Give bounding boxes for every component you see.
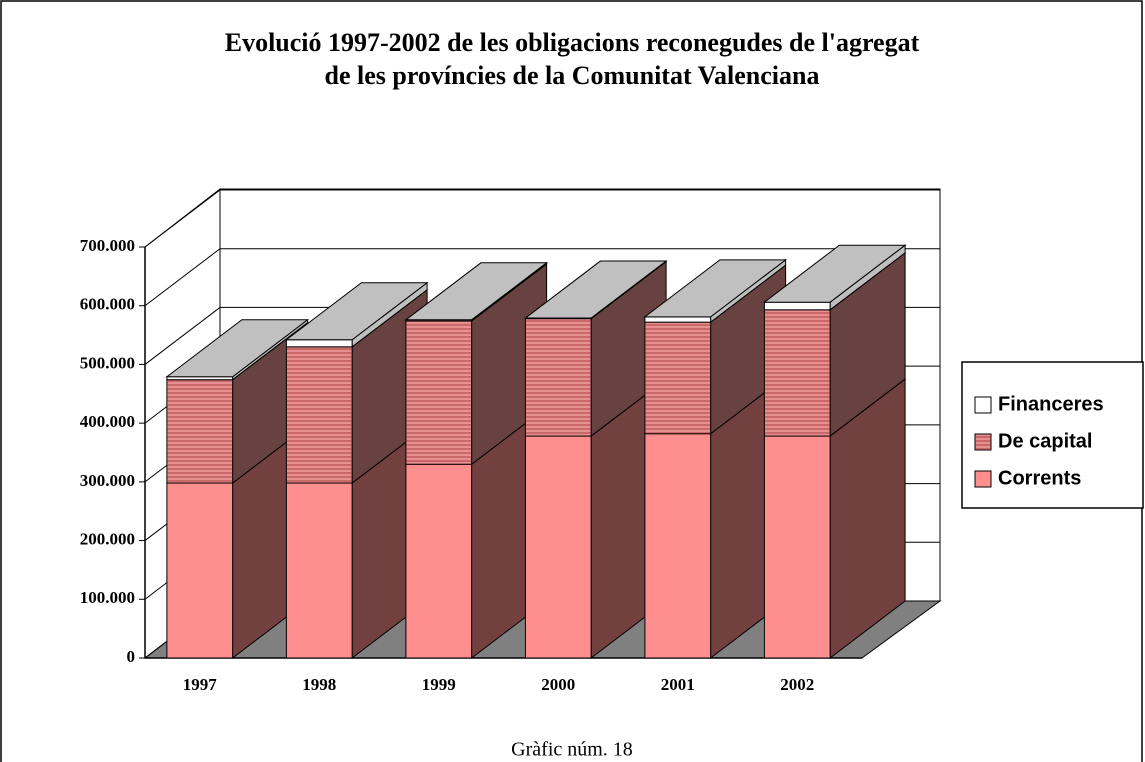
bar-segment	[524, 435, 592, 659]
legend-label: Corrents	[998, 467, 1081, 489]
bar-top	[762, 244, 907, 303]
chart-title: de les províncies de la Comunitat Valenc…	[324, 61, 819, 90]
bar-top	[404, 262, 549, 321]
bar-hatch	[286, 346, 353, 484]
bar-hatch	[525, 318, 592, 437]
y-tick-label: 100.000	[80, 588, 135, 607]
bar-hatch	[166, 379, 233, 484]
legend: Financeres De capital Corrents	[961, 361, 1144, 509]
x-tick-label: 2000	[541, 675, 575, 694]
y-tick-label: 300.000	[80, 471, 135, 490]
bar-segment	[285, 482, 353, 659]
bar-hatch	[764, 309, 831, 437]
y-tick-label: 0	[127, 647, 136, 666]
y-tick-label: 200.000	[80, 529, 135, 548]
x-tick-label: 1997	[183, 675, 218, 694]
bar-top	[523, 260, 668, 319]
grid-line	[144, 189, 221, 248]
chart-title: Evolució 1997-2002 de les obligacions re…	[225, 28, 920, 57]
bar-hatch	[405, 320, 472, 465]
legend-label: De capital	[998, 430, 1092, 452]
x-tick-label: 1999	[422, 675, 456, 694]
bar-top	[643, 259, 788, 318]
y-tick-label: 500.000	[80, 353, 135, 372]
bar-segment	[405, 463, 473, 659]
grid-line	[144, 248, 221, 307]
legend-label: Financeres	[998, 393, 1104, 415]
legend-swatch	[974, 470, 992, 488]
caption: Gràfic núm. 18	[511, 739, 633, 761]
grid-line	[144, 307, 221, 365]
bar-top	[165, 319, 310, 378]
bar-segment	[763, 435, 831, 659]
y-tick-label: 700.000	[80, 236, 135, 255]
x-tick-label: 2001	[661, 675, 695, 694]
bar-hatch	[644, 322, 711, 434]
bar-segment	[644, 433, 712, 659]
bar-segment	[285, 339, 353, 348]
y-tick-label: 600.000	[80, 295, 135, 314]
legend-hatch	[975, 434, 991, 450]
legend-box	[961, 361, 1144, 509]
x-tick-label: 2002	[780, 675, 814, 694]
bar-top	[284, 282, 429, 341]
y-tick-label: 400.000	[80, 412, 135, 431]
bar-segment	[644, 316, 712, 323]
plot: 0 100.000 200.000 300.000 400.000 500.000 600.…	[80, 187, 942, 694]
legend-swatch	[974, 396, 992, 414]
bar-segment	[763, 301, 831, 311]
bar-segment	[166, 482, 234, 659]
x-tick-label: 1998	[302, 675, 336, 694]
